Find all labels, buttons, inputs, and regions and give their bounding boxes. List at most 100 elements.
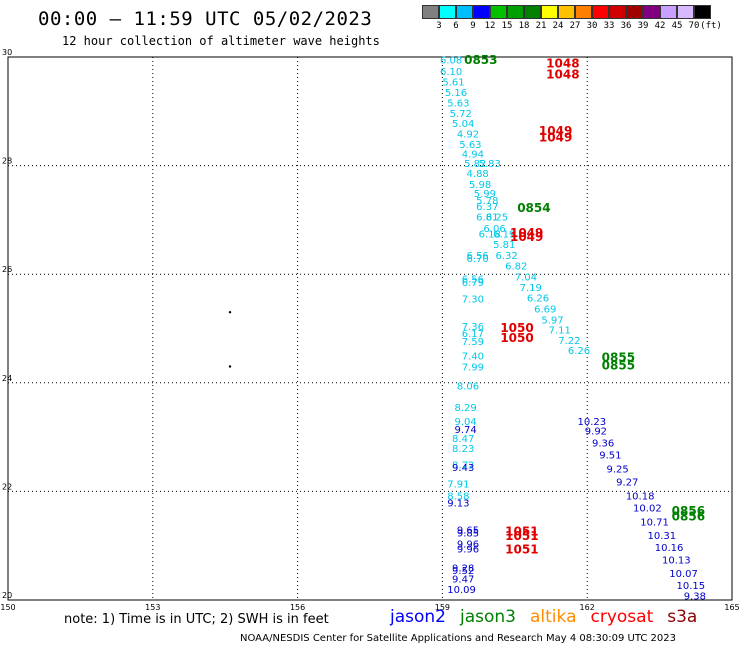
- location-marker: [228, 365, 232, 368]
- satellite-legend-cryosat: cryosat: [590, 607, 654, 627]
- swh-value-label: 7.30: [462, 295, 484, 306]
- swh-value-label: 5.97: [541, 315, 563, 326]
- colorbar-tick-label: 3: [436, 21, 442, 31]
- time-label: 1049: [510, 230, 543, 244]
- swh-value-label: 6.19: [493, 229, 515, 240]
- swh-value-label: 9.13: [447, 498, 469, 509]
- colorbar-tick-label: 24: [552, 21, 564, 31]
- colorbar-swatch: [541, 5, 558, 19]
- colorbar-tick-label: 39: [637, 21, 649, 31]
- colorbar-swatch: [490, 5, 507, 19]
- swh-value-label: 5.98: [469, 180, 491, 191]
- swh-value-label: 9.96: [457, 544, 479, 555]
- x-tick-label: 153: [145, 603, 160, 612]
- swh-value-label: 6.69: [534, 304, 556, 315]
- swh-value-label: 10.09: [447, 585, 476, 596]
- swh-value-label: 8.47: [452, 434, 474, 445]
- swh-value-label: 10.13: [662, 555, 691, 566]
- swh-value-label: 8.72: [452, 460, 474, 471]
- colorbar-swatch: [558, 5, 575, 19]
- swh-value-label: 6.56: [462, 275, 484, 286]
- time-label: 0855: [602, 351, 635, 365]
- colorbar-tick-label: 42: [654, 21, 666, 31]
- x-tick-label: 165: [724, 603, 739, 612]
- swh-value-label: 10.31: [648, 531, 677, 542]
- colorbar-swatch: [473, 5, 490, 19]
- colorbar-swatch: [626, 5, 643, 19]
- time-label: 0856: [672, 509, 705, 523]
- swh-value-label: 9.85: [457, 529, 479, 540]
- swh-value-label: 9.92: [585, 427, 607, 438]
- swh-value-label: 5.61: [442, 77, 464, 88]
- swh-value-label: 8.23: [452, 444, 474, 455]
- colorbar-tick-label: 12: [484, 21, 496, 31]
- swh-value-label: 5.81: [493, 240, 515, 251]
- y-tick-label: 30: [2, 48, 12, 57]
- swh-value-label: 7.36: [462, 322, 484, 333]
- swh-value-label: 9.74: [454, 425, 476, 436]
- chart-title: 00:00 – 11:59 UTC 05/02/2023: [38, 8, 373, 30]
- satellite-legend-jason2: jason2: [390, 607, 446, 627]
- swh-value-label: 8.29: [454, 403, 476, 414]
- colorbar-tick-label: (ft): [700, 21, 722, 31]
- time-label: 1049: [539, 130, 572, 144]
- swh-value-label: 6.82: [505, 262, 527, 273]
- swh-value-label: 10.02: [633, 504, 662, 515]
- colorbar-tick-label: 18: [518, 21, 530, 31]
- y-tick-label: 20: [2, 591, 12, 600]
- colorbar-tick-label: 70: [688, 21, 700, 31]
- colorbar: [422, 5, 711, 19]
- colorbar-tick-label: 21: [535, 21, 547, 31]
- swh-value-label: 5.83: [479, 159, 501, 170]
- swh-value-label: 5.78: [476, 196, 498, 207]
- swh-value-label: 6.18: [479, 229, 501, 240]
- colorbar-swatch: [660, 5, 677, 19]
- credit-line: NOAA/NESDIS Center for Satellite Applica…: [240, 633, 676, 644]
- swh-value-label: 4.94: [462, 150, 484, 161]
- swh-value-label: 6.79: [462, 278, 484, 289]
- colorbar-tick-label: 33: [603, 21, 615, 31]
- swh-value-label: 10.18: [626, 492, 655, 503]
- swh-value-label: 10.15: [676, 581, 705, 592]
- chart-subtitle: 12 hour collection of altimeter wave hei…: [62, 34, 380, 48]
- footer-note: note: 1) Time is in UTC; 2) SWH is in fe…: [64, 612, 329, 627]
- swh-value-label: 9.04: [454, 417, 476, 428]
- swh-value-label: 9.36: [592, 439, 614, 450]
- y-tick-label: 26: [2, 265, 12, 274]
- satellite-legend-jason3: jason3: [460, 607, 516, 627]
- colorbar-tick-label: 27: [569, 21, 581, 31]
- swh-value-label: 4.88: [467, 169, 489, 180]
- colorbar-swatch: [609, 5, 626, 19]
- colorbar-swatch: [524, 5, 541, 19]
- plot-frame: [7, 56, 733, 601]
- time-label: 0853: [464, 53, 497, 67]
- swh-value-label: 7.40: [462, 352, 484, 363]
- swh-value-label: 5.04: [452, 119, 474, 130]
- time-label: 1051: [505, 529, 538, 543]
- swh-value-label: 10.07: [669, 569, 698, 580]
- swh-value-label: 9.43: [452, 463, 474, 474]
- time-label: 1051: [505, 542, 538, 556]
- altimeter-plot: 150 153 156 159 162 1652022242628306.086.105.…: [0, 48, 739, 612]
- time-label: 0856: [672, 504, 705, 518]
- time-label: 1051: [505, 524, 538, 538]
- time-label: 1049: [510, 226, 543, 240]
- colorbar-swatch: [694, 5, 711, 19]
- colorbar-swatch: [507, 5, 524, 19]
- colorbar-tick-label: 9: [470, 21, 476, 31]
- swh-value-label: 9.51: [599, 450, 621, 461]
- swh-value-label: 9.27: [616, 478, 638, 489]
- swh-value-label: 9.38: [684, 592, 706, 603]
- swh-value-label: 5.63: [447, 99, 469, 110]
- swh-value-label: 9.47: [452, 574, 474, 585]
- satellite-legend-s3a: s3a: [667, 607, 698, 627]
- time-label: 1050: [500, 331, 533, 345]
- swh-value-label: 6.10: [440, 67, 462, 78]
- colorbar-tick-label: 15: [501, 21, 513, 31]
- colorbar-swatch: [643, 5, 660, 19]
- colorbar-swatch: [456, 5, 473, 19]
- satellite-legend-altika: altika: [530, 607, 577, 627]
- x-tick-label: 162: [580, 603, 595, 612]
- swh-value-label: 7.19: [520, 283, 542, 294]
- colorbar-tick-label: 36: [620, 21, 632, 31]
